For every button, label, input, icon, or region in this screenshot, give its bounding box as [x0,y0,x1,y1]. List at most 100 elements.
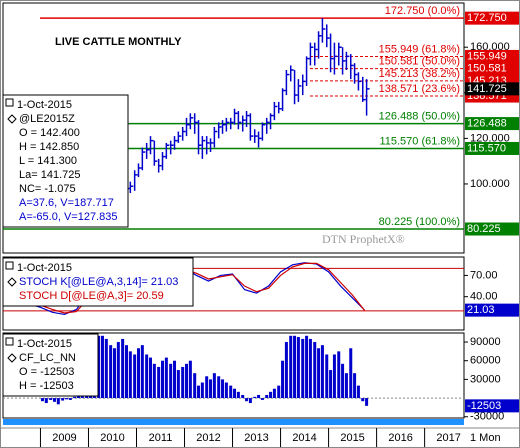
bar [40,398,44,402]
info-icon [5,337,14,346]
info-text: La= 141.725 [19,169,80,181]
bar [308,338,312,399]
bar [104,338,108,399]
y-tick-label: -30000 [470,411,504,423]
x-tick-label: 2009 [52,432,76,444]
info-text: A=-65.0, V=127.835 [19,211,117,223]
bar [161,360,165,399]
level-axis-label: 126.488 [467,117,507,129]
bar [136,348,140,399]
bar [61,398,65,401]
bar [56,398,60,405]
bar [365,398,369,406]
level-label: 80.225 (100.0%) [379,216,460,228]
bar [361,398,365,402]
level-label: 126.488 (50.0%) [379,110,460,122]
info-text: CF_LC_NN [19,352,76,364]
info-text: O = -12503 [19,366,74,378]
bar [265,394,269,399]
bar [176,370,180,399]
bar [109,345,113,399]
y-tick-label: 40.00 [470,291,498,303]
level-axis-label: 115.570 [467,142,506,154]
x-tick-label: 2014 [292,432,316,444]
bar [245,398,249,402]
bar [325,354,329,399]
level-axis-label-box [465,11,519,25]
bar [301,338,305,399]
y-tick-label: 70.00 [470,269,498,281]
bar [169,363,173,399]
bar [272,388,276,399]
info-box [2,257,194,307]
info-text: L = 141.300 [19,155,77,167]
bar [197,385,201,399]
y-tick-label: 120.000 [470,132,510,144]
bar [233,388,237,399]
x-tick-label: 2010 [100,432,124,444]
bar [341,363,345,399]
bar [188,360,192,399]
level-label: 138.571 (23.6%) [379,83,460,95]
level-axis-label: 172.750 [467,12,507,24]
bar [217,376,221,399]
bar [152,363,156,399]
bar [293,335,297,399]
bar [124,345,128,399]
bar [329,370,333,399]
bar [140,345,144,399]
bar [205,376,209,399]
bar [145,354,149,399]
bar [289,335,293,399]
bar [209,379,213,399]
info-text: STOCH K[@LE@A,3,14]= 21.03 [19,276,178,288]
level-label: 145.213 (38.2%) [379,68,460,80]
bar [68,398,72,400]
level-axis-label-box [465,117,519,131]
bar [44,398,48,404]
bar [121,338,125,399]
y-tick-label: 90000 [470,336,501,348]
bar [97,335,101,399]
bar [157,366,161,399]
bar [76,394,80,399]
info-box [2,94,129,228]
bar [320,345,324,399]
last-value-label-box [465,303,519,317]
level-label: 155.949 (61.8%) [379,43,460,55]
bar [349,348,353,399]
info-icon [5,261,14,270]
bar [236,391,240,399]
bar [221,379,225,399]
x-tick-label: 2013 [244,432,268,444]
last-value-label-box [465,399,519,413]
level-axis-label-box [465,222,519,236]
y-tick-label: 60000 [470,355,501,367]
bar [313,342,317,399]
chart-title: LIVE CATTLE MONTHLY [55,36,182,48]
info-text: 1-Oct-2015 [17,262,72,274]
info-text: @LE2015Z [19,113,75,125]
last-value-label: 21.03 [467,304,495,316]
x-tick-label: 2017 [436,432,460,444]
bar [241,394,245,399]
info-text: STOCH D[@LE@A,3]= 20.59 [19,290,164,302]
info-box [2,333,99,397]
period-label: 1 Mon [470,432,501,444]
info-text: H = 142.850 [19,141,79,153]
info-text: NC= -1.075 [19,183,76,195]
level-axis-label-box [465,49,519,63]
bar [181,366,185,399]
info-text: H = -12503 [19,380,74,392]
bar [112,348,116,399]
y-tick-label: 100.000 [470,178,510,190]
info-text: A=37.6, V=187.717 [19,197,114,209]
bar [269,391,273,399]
info-diamond [7,277,17,287]
bar [284,342,288,399]
watermark: DTN ProphetX® [322,232,405,246]
last-value-label-box [465,82,519,96]
bar [344,373,348,399]
